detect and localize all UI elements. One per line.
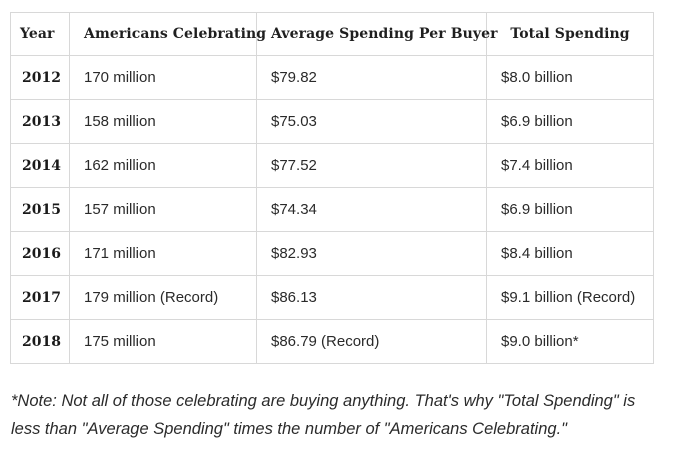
spending-table-container: Year Americans Celebrating Average Spend… <box>10 12 654 364</box>
total-cell: $6.9 billion <box>486 187 654 232</box>
average-cell: $86.79 (Record) <box>256 319 487 364</box>
header-americans-celebrating: Americans Celebrating <box>69 12 266 56</box>
year-cell: 2012 <box>10 55 70 100</box>
header-total-spending: Total Spending <box>486 12 654 56</box>
total-cell: $8.0 billion <box>486 55 654 100</box>
average-cell: $75.03 <box>256 99 487 144</box>
year-cell: 2015 <box>10 187 70 232</box>
average-cell: $86.13 <box>256 275 487 320</box>
average-cell: $82.93 <box>256 231 487 276</box>
table-header-row: Year Americans Celebrating Average Spend… <box>10 12 654 56</box>
header-year: Year <box>10 12 70 56</box>
americans-cell: 157 million <box>69 187 257 232</box>
total-cell: $7.4 billion <box>486 143 654 188</box>
year-cell: 2013 <box>10 99 70 144</box>
americans-cell: 171 million <box>69 231 257 276</box>
footnote-line-2: less than "Average Spending" times the n… <box>11 420 568 438</box>
year-cell: 2018 <box>10 319 70 364</box>
total-cell: $9.0 billion* <box>486 319 654 364</box>
table-row: 2015 157 million $74.34 $6.9 billion <box>10 187 654 232</box>
total-cell: $9.1 billion (Record) <box>486 275 654 320</box>
table-row: 2014 162 million $77.52 $7.4 billion <box>10 143 654 188</box>
footnote-line-1: *Note: Not all of those celebrating are … <box>11 392 636 410</box>
average-cell: $74.34 <box>256 187 487 232</box>
average-cell: $79.82 <box>256 55 487 100</box>
average-cell: $77.52 <box>256 143 487 188</box>
total-cell: $8.4 billion <box>486 231 654 276</box>
table-row: 2013 158 million $75.03 $6.9 billion <box>10 99 654 144</box>
americans-cell: 162 million <box>69 143 257 188</box>
year-cell: 2016 <box>10 231 70 276</box>
table-row: 2012 170 million $79.82 $8.0 billion <box>10 55 654 100</box>
spending-table: Year Americans Celebrating Average Spend… <box>10 12 654 364</box>
americans-cell: 175 million <box>69 319 257 364</box>
americans-cell: 158 million <box>69 99 257 144</box>
americans-cell: 170 million <box>69 55 257 100</box>
table-row: 2018 175 million $86.79 (Record) $9.0 bi… <box>10 319 654 364</box>
footnote: *Note: Not all of those celebrating are … <box>11 387 691 443</box>
table-row: 2016 171 million $82.93 $8.4 billion <box>10 231 654 276</box>
table-row: 2017 179 million (Record) $86.13 $9.1 bi… <box>10 275 654 320</box>
total-cell: $6.9 billion <box>486 99 654 144</box>
americans-cell: 179 million (Record) <box>69 275 257 320</box>
year-cell: 2017 <box>10 275 70 320</box>
header-average-spending: Average Spending Per Buyer <box>256 12 498 56</box>
year-cell: 2014 <box>10 143 70 188</box>
